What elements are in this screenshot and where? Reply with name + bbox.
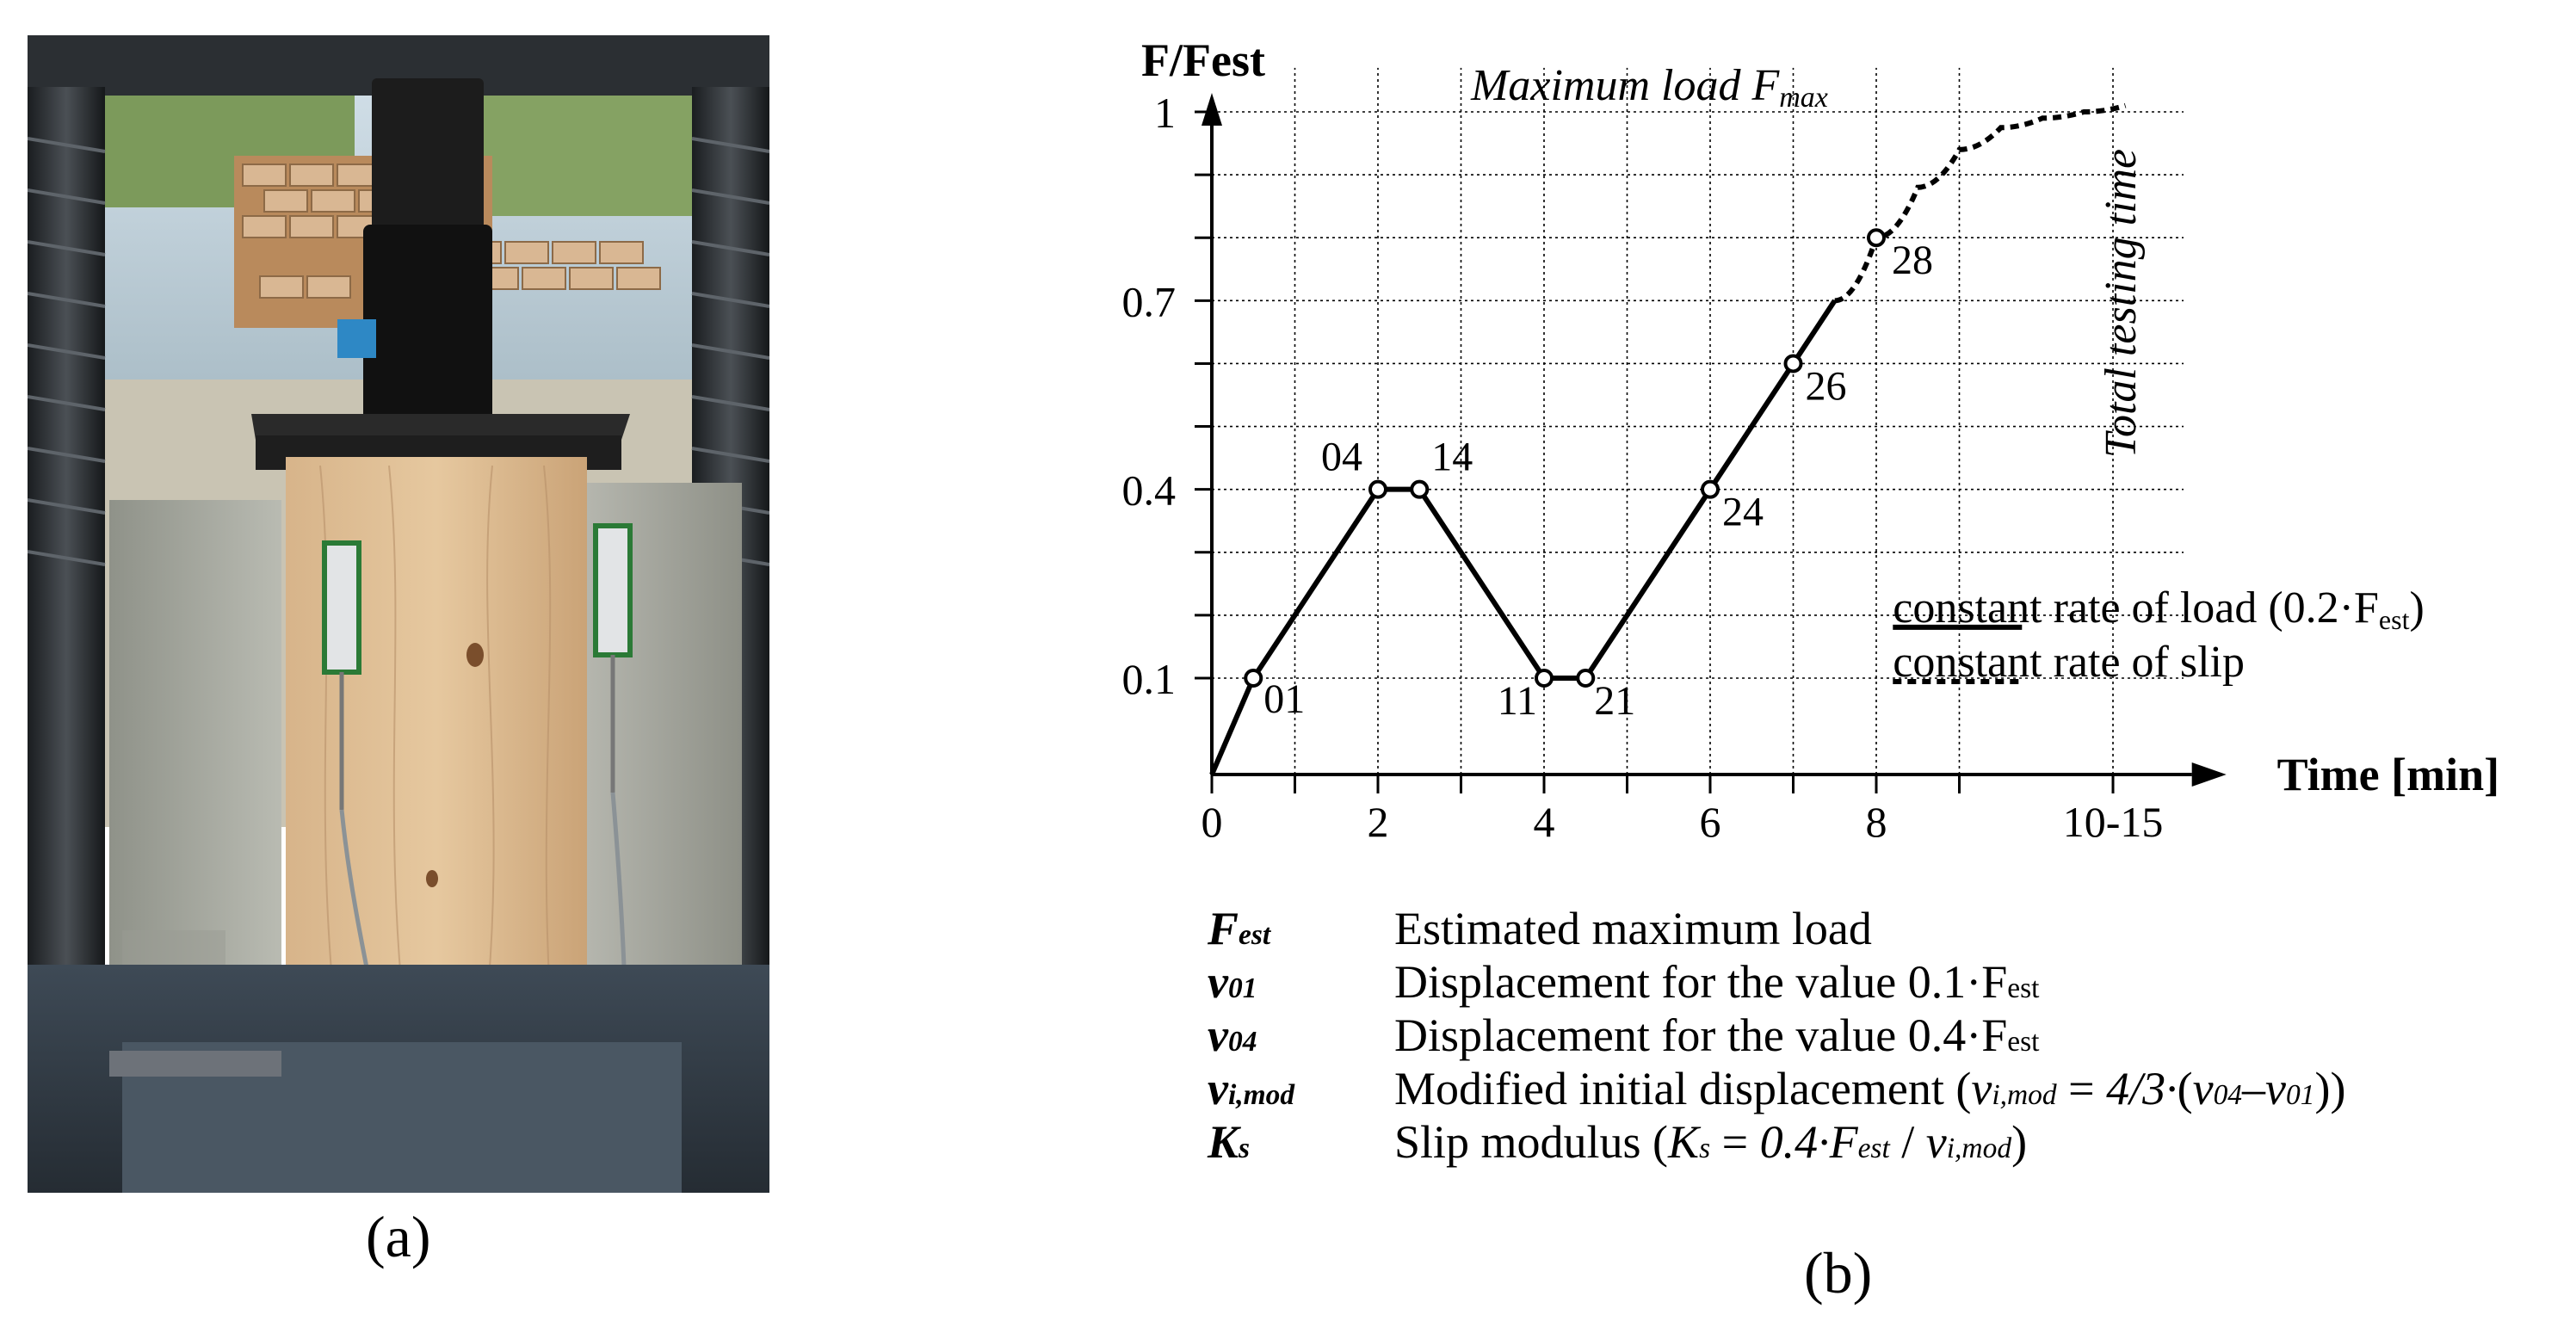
definition-symbol: vi,mod <box>1208 1063 1295 1114</box>
y-tick-label: 0.4 <box>1122 466 1177 515</box>
legend-sub: est <box>2379 604 2410 635</box>
y-axis-arrow <box>1202 93 1222 126</box>
legend-prefix: constant <box>1893 583 2042 633</box>
max-load-annotation: Maximum load Fmax <box>1470 61 1828 114</box>
definition-text: Displacement for the value 0.1·Fest <box>1394 956 2040 1008</box>
x-tick-label: 2 <box>1368 798 1389 846</box>
specimen-photo <box>28 35 769 1193</box>
x-axis-title: Time [min] <box>2277 749 2499 800</box>
data-point-04 <box>1368 479 1387 499</box>
point-label-28: 28 <box>1892 238 1933 283</box>
definition-row: v04 Displacement for the value 0.4·Fest <box>1208 1009 2550 1062</box>
slip-series-line <box>1834 102 2127 304</box>
point-label-11: 11 <box>1498 678 1537 724</box>
point-label-01: 01 <box>1263 676 1305 722</box>
definition-text: Displacement for the value 0.4·Fest <box>1394 1009 2040 1061</box>
definition-row: vi,mod Modified initial displacement (vi,… <box>1208 1062 2550 1115</box>
x-tick-label: 10-15 <box>2063 798 2164 846</box>
chart-point-labels: 01 04 14 11 21 24 26 28 <box>1263 238 1933 724</box>
max-load-annotation-sub: max <box>1779 82 1828 114</box>
chart-grid <box>1212 67 2184 775</box>
definition-text: Modified initial displacement (vi,mod = … <box>1394 1063 2346 1114</box>
legend-suffix: ) <box>2409 583 2424 633</box>
data-point-24 <box>1701 479 1720 499</box>
point-label-26: 26 <box>1806 363 1847 409</box>
y-tick-label: 0.1 <box>1122 655 1177 703</box>
point-label-14: 14 <box>1431 435 1473 480</box>
definitions-list: Fest Estimated maximum load v01 Displacemen… <box>1208 902 2550 1169</box>
data-point-01 <box>1244 669 1263 688</box>
data-point-26 <box>1783 354 1803 373</box>
definition-row: Ks Slip modulus (Ks = 0.4·Fest / vi,mod) <box>1208 1115 2550 1169</box>
chart-legend: constant rate of load (0.2·Fest)constant… <box>1893 583 2425 687</box>
x-axis-arrow <box>2191 762 2227 787</box>
x-tick-label: 8 <box>1866 798 1887 846</box>
x-tick-label: 4 <box>1534 798 1555 846</box>
total-time-annotation: Total testing time <box>2097 149 2146 458</box>
definition-symbol: Ks <box>1208 1116 1251 1168</box>
chart-axes <box>1195 93 2227 793</box>
chart-annotations: Maximum load Fmax Total testing time <box>1470 61 2146 458</box>
chart-points <box>1244 228 1886 688</box>
legend-label-dashed: constant rate of slip <box>1893 638 2245 687</box>
point-label-24: 24 <box>1722 490 1764 535</box>
y-axis-title: F/Fest <box>1141 34 1265 86</box>
definition-text: Estimated maximum load <box>1394 903 1872 954</box>
panel-b-label: (b) <box>1804 1240 1873 1305</box>
x-tick-label: 0 <box>1202 798 1223 846</box>
y-tick-label: 1 <box>1154 89 1176 137</box>
definition-symbol: v04 <box>1208 1009 1257 1061</box>
legend-text: rate of load (0.2·F <box>2042 583 2379 633</box>
panel-a-label: (a) <box>366 1204 431 1269</box>
point-label-04: 04 <box>1321 435 1362 480</box>
legend-text: rate of slip <box>2042 638 2245 687</box>
data-point-11 <box>1535 669 1554 688</box>
legend-prefix: constant <box>1893 638 2042 687</box>
legend-label-solid: constant rate of load (0.2·Fest) <box>1893 583 2425 635</box>
definition-symbol: v01 <box>1208 956 1257 1008</box>
point-label-21: 21 <box>1594 678 1635 724</box>
x-tick-label: 6 <box>1700 798 1721 846</box>
y-tick-label: 0.7 <box>1122 277 1177 325</box>
definition-row: v01 Displacement for the value 0.1·Fest <box>1208 955 2550 1009</box>
definition-row: Fest Estimated maximum load <box>1208 902 2550 955</box>
data-point-14 <box>1410 479 1430 499</box>
definition-symbol: Fest <box>1208 903 1271 954</box>
data-point-28 <box>1867 228 1886 248</box>
data-point-21 <box>1576 669 1596 688</box>
definition-text: Slip modulus (Ks = 0.4·Fest / vi,mod) <box>1394 1116 2028 1168</box>
